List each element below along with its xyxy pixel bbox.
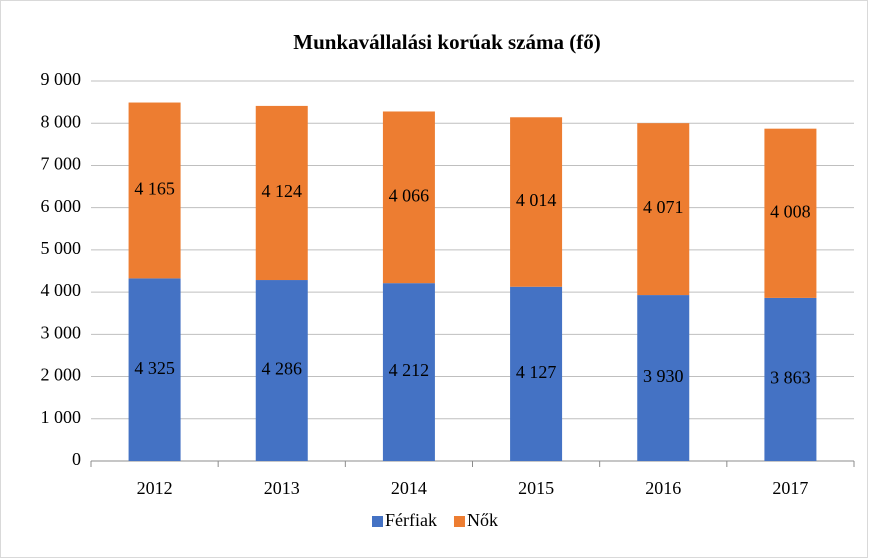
legend-label: Férfiak <box>385 510 437 530</box>
bar <box>637 123 690 296</box>
bar <box>637 295 690 461</box>
x-tick-label: 2014 <box>391 478 427 498</box>
bar <box>255 280 308 461</box>
data-label: 4 212 <box>389 360 430 380</box>
data-label: 4 325 <box>134 358 175 378</box>
y-tick-label: 4 000 <box>41 280 82 300</box>
y-tick-label: 0 <box>72 449 81 469</box>
data-label: 4 124 <box>262 181 303 201</box>
y-tick-label: 6 000 <box>41 196 82 216</box>
y-tick-label: 8 000 <box>41 111 82 131</box>
data-label: 3 863 <box>770 368 811 388</box>
data-label: 4 008 <box>770 201 811 221</box>
bar <box>382 111 435 284</box>
bar <box>255 105 308 281</box>
bar <box>382 283 435 461</box>
chart-title: Munkavállalási korúak száma (fő) <box>293 30 600 54</box>
legend-swatch <box>453 516 465 527</box>
x-tick-label: 2017 <box>772 478 808 498</box>
data-label: 4 286 <box>262 359 303 379</box>
data-label: 4 127 <box>516 362 557 382</box>
x-tick-label: 2015 <box>518 478 554 498</box>
data-label: 4 014 <box>516 190 557 210</box>
y-tick-label: 9 000 <box>41 69 82 89</box>
data-label: 4 066 <box>389 185 430 205</box>
legend-swatch <box>372 516 383 527</box>
data-label: 4 071 <box>643 197 684 217</box>
y-tick-label: 3 000 <box>41 322 82 342</box>
x-tick-label: 2013 <box>264 478 300 498</box>
y-tick-label: 7 000 <box>41 154 82 174</box>
y-tick-label: 2 000 <box>41 365 82 385</box>
y-tick-label: 5 000 <box>41 238 82 258</box>
bar <box>510 286 563 461</box>
data-label: 4 165 <box>134 179 175 199</box>
bar <box>128 278 181 461</box>
bar <box>510 117 563 287</box>
bar <box>764 297 817 461</box>
bar <box>128 102 181 279</box>
data-label: 3 930 <box>643 366 684 386</box>
legend-label: Nők <box>467 510 498 530</box>
x-tick-label: 2012 <box>137 478 173 498</box>
y-tick-label: 1 000 <box>41 407 82 427</box>
x-tick-label: 2016 <box>645 478 681 498</box>
bar <box>764 128 817 298</box>
